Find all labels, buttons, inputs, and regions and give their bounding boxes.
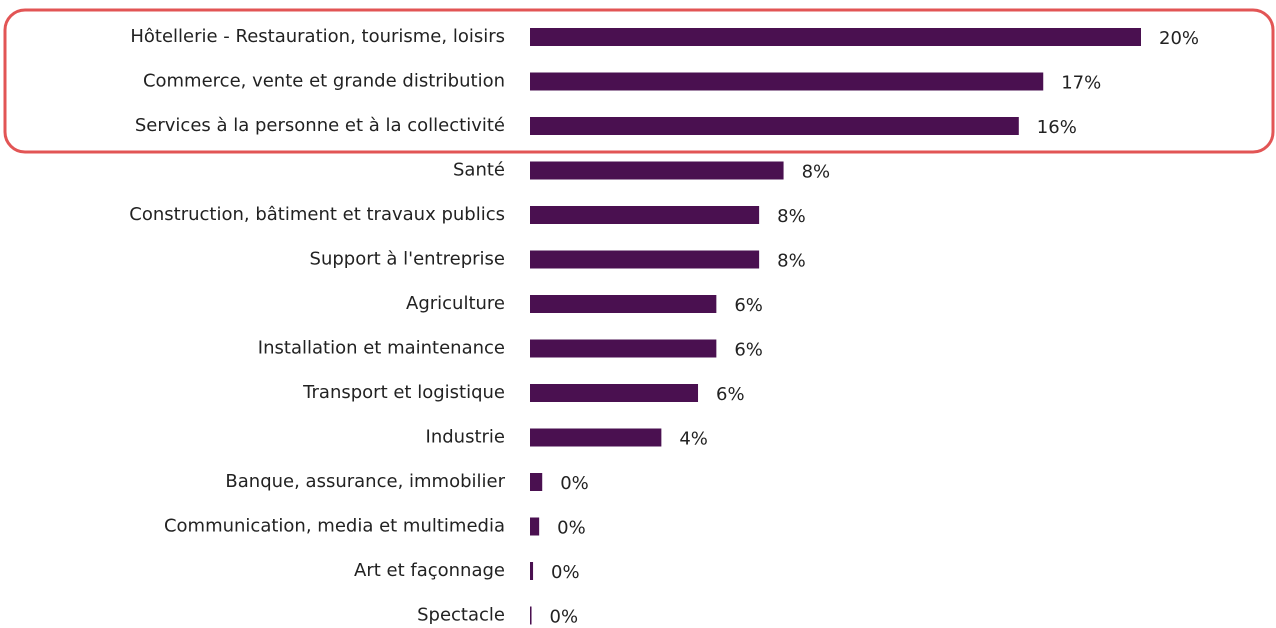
value-label: 16%: [1037, 117, 1077, 138]
value-label: 20%: [1159, 28, 1199, 49]
category-label: Services à la personne et à la collectiv…: [135, 115, 505, 136]
category-label: Commerce, vente et grande distribution: [143, 71, 505, 92]
bar: [530, 562, 534, 580]
value-label: 17%: [1061, 73, 1101, 94]
value-label: 8%: [777, 206, 806, 227]
value-label: 6%: [734, 295, 763, 316]
value-label: 0%: [560, 473, 589, 494]
category-label: Communication, media et multimedia: [164, 516, 505, 537]
bar: [530, 161, 784, 180]
category-label: Construction, bâtiment et travaux public…: [129, 204, 505, 225]
bar: [530, 384, 699, 402]
value-label: 0%: [551, 562, 580, 583]
category-label: Spectacle: [417, 605, 505, 626]
value-label: 6%: [734, 340, 763, 361]
category-label: Agriculture: [406, 293, 505, 314]
bar: [530, 606, 532, 625]
bar: [530, 72, 1044, 91]
bar: [530, 517, 540, 536]
category-label: Santé: [453, 160, 505, 181]
bar: [530, 117, 1019, 135]
value-label: 0%: [550, 607, 579, 628]
value-label: 8%: [777, 251, 806, 272]
value-label: 4%: [679, 429, 708, 450]
bar: [530, 473, 543, 491]
category-label: Art et façonnage: [354, 560, 505, 581]
value-label: 8%: [802, 162, 831, 183]
category-label: Industrie: [426, 427, 505, 448]
value-label: 6%: [716, 384, 745, 405]
category-label: Hôtellerie - Restauration, tourisme, loi…: [130, 26, 505, 47]
category-label: Installation et maintenance: [258, 338, 505, 359]
bar: [530, 339, 717, 358]
highlight-box: [3, 8, 1275, 154]
bar: [530, 250, 760, 269]
bar: [530, 28, 1141, 46]
category-label: Banque, assurance, immobilier: [225, 471, 505, 492]
category-label: Support à l'entreprise: [310, 249, 505, 270]
bar: [530, 295, 717, 313]
bar: [530, 428, 662, 447]
category-label: Transport et logistique: [302, 382, 505, 403]
value-label: 0%: [557, 518, 586, 539]
bar: [530, 206, 760, 224]
